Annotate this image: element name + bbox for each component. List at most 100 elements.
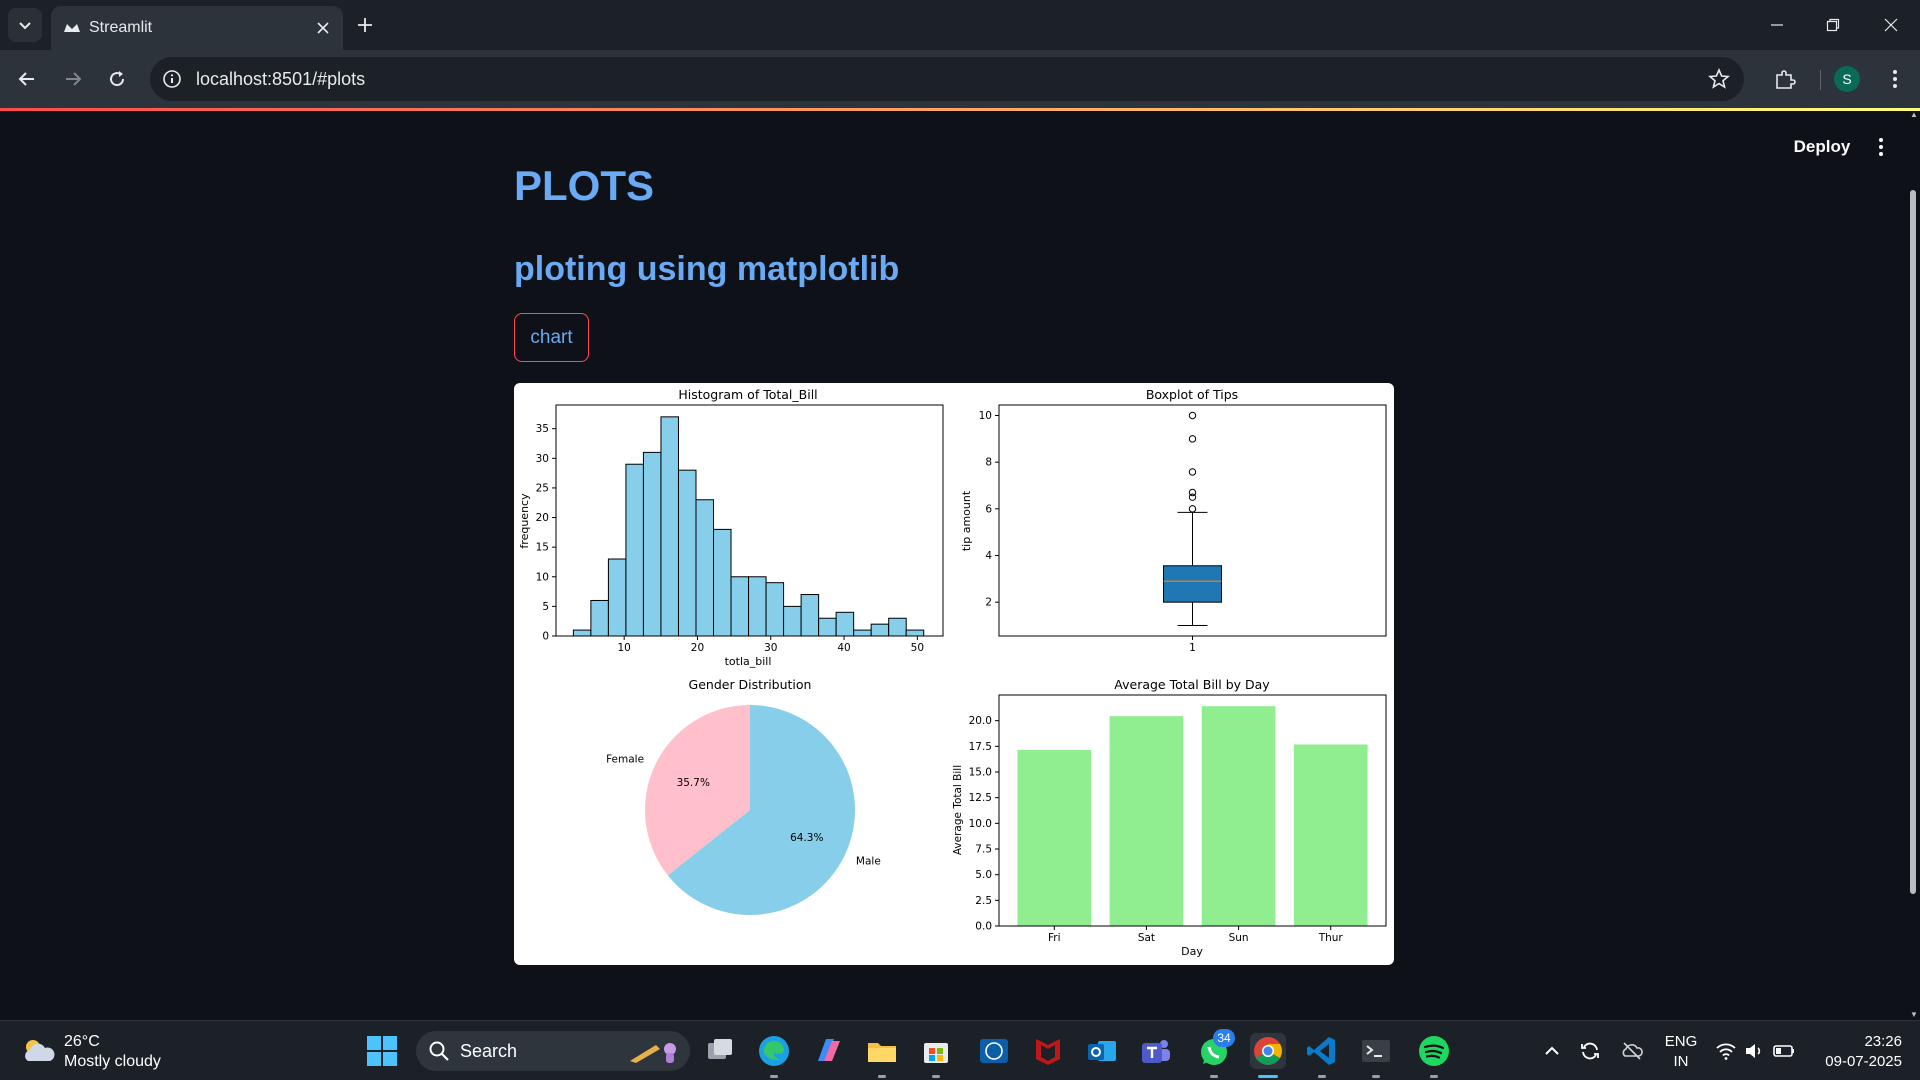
boxplot-outlier xyxy=(1188,493,1197,501)
histogram-bar xyxy=(870,623,890,637)
vscode-icon[interactable] xyxy=(1304,1033,1340,1069)
boxplot-axes xyxy=(998,404,1387,637)
task-view-icon[interactable] xyxy=(702,1033,738,1069)
browser-menu-button[interactable] xyxy=(1880,64,1910,94)
tab-streamlit[interactable]: Streamlit xyxy=(51,6,343,50)
taskbar-search[interactable]: Search xyxy=(416,1031,690,1071)
tab-search-button[interactable] xyxy=(8,8,42,42)
spotify-icon[interactable] xyxy=(1416,1033,1452,1069)
store-running-indicator xyxy=(932,1075,940,1078)
restore-button[interactable] xyxy=(1818,10,1848,40)
pie-percent-label: 64.3% xyxy=(790,832,823,844)
windows-start-icon[interactable] xyxy=(366,1035,398,1067)
daybar-axes xyxy=(998,694,1387,927)
daybar-bar xyxy=(1201,706,1276,926)
histogram-ytick-label: 25 xyxy=(536,482,549,494)
sync-icon[interactable] xyxy=(1578,1039,1602,1063)
chart-button[interactable]: chart xyxy=(514,313,589,362)
toolbar-separator xyxy=(1820,70,1821,90)
mcafee-icon[interactable] xyxy=(1030,1033,1066,1069)
pie-slice xyxy=(667,705,855,916)
whatsapp-notification-badge: 34 xyxy=(1213,1029,1235,1047)
histogram-bar xyxy=(713,528,732,637)
histogram-ytick-label: 20 xyxy=(536,512,549,524)
input-region[interactable]: IN xyxy=(1673,1053,1689,1070)
outlook-icon[interactable] xyxy=(1084,1033,1120,1069)
plus-icon xyxy=(358,18,372,32)
teams-icon[interactable] xyxy=(1138,1033,1174,1069)
histogram-panel: Histogram of Total_Bill totla_bill frequ… xyxy=(518,387,944,668)
url-text[interactable]: localhost:8501/#plots xyxy=(196,69,366,89)
pie-slice-label: Female xyxy=(606,753,644,765)
chevron-up-icon[interactable] xyxy=(1540,1039,1564,1063)
scrollbar-thumb[interactable] xyxy=(1910,190,1916,894)
deploy-button[interactable]: Deploy xyxy=(1793,137,1851,156)
more-vertical-icon xyxy=(1879,138,1883,156)
scroll-down-icon[interactable]: ▼ xyxy=(1910,1010,1918,1019)
edge-running-indicator xyxy=(770,1075,778,1078)
chrome-icon[interactable] xyxy=(1250,1033,1286,1069)
close-window-button[interactable] xyxy=(1876,10,1906,40)
cloudy-weather-icon[interactable] xyxy=(20,1035,56,1067)
histogram-bar xyxy=(818,617,837,637)
restore-icon xyxy=(1826,18,1840,32)
streamlit-decoration-bar xyxy=(0,108,1920,111)
address-bar[interactable]: localhost:8501/#plots xyxy=(150,57,1744,101)
app-main-menu-button[interactable] xyxy=(1866,132,1896,162)
histogram-bar xyxy=(730,576,750,637)
histogram-bar xyxy=(572,629,592,637)
daybar-ytick-label: 20.0 xyxy=(969,715,992,727)
histogram-bar xyxy=(642,451,662,637)
histogram-axes xyxy=(555,404,944,637)
search-icon xyxy=(429,1041,449,1061)
onedrive-offline-icon[interactable] xyxy=(1620,1039,1644,1063)
close-icon xyxy=(1884,18,1898,32)
daybar-ytick-label: 17.5 xyxy=(969,741,992,753)
edge-icon[interactable] xyxy=(756,1033,792,1069)
forward-button[interactable] xyxy=(56,62,90,96)
subheader: ploting using matplotlib xyxy=(514,250,900,288)
histogram-title: Histogram of Total_Bill xyxy=(678,387,817,402)
clock-time[interactable]: 23:26 xyxy=(1864,1033,1902,1050)
daybar-bar xyxy=(1293,744,1368,926)
browser-tab-strip: Streamlit xyxy=(0,0,1920,50)
bookmark-star-icon[interactable] xyxy=(1708,68,1730,90)
terminal-icon[interactable] xyxy=(1358,1033,1394,1069)
histogram-bar xyxy=(905,629,925,637)
pie-percent-label: 35.7% xyxy=(677,777,710,789)
extensions-button[interactable] xyxy=(1768,62,1802,96)
daybar-xtick-label: Thur xyxy=(1318,932,1344,944)
boxplot-title: Boxplot of Tips xyxy=(1146,387,1238,402)
file-explorer-icon[interactable] xyxy=(864,1033,900,1069)
reload-button[interactable] xyxy=(100,62,134,96)
histogram-bar xyxy=(695,499,715,637)
boxplot-xtick-label: 1 xyxy=(1189,642,1196,654)
battery-icon[interactable] xyxy=(1772,1039,1796,1063)
boxplot-box xyxy=(1163,565,1222,603)
input-language[interactable]: ENG xyxy=(1664,1033,1698,1050)
microsoft-store-icon[interactable] xyxy=(918,1033,954,1069)
back-button[interactable] xyxy=(10,62,44,96)
clock-date[interactable]: 09-07-2025 xyxy=(1825,1053,1902,1070)
daybar-ytick-label: 12.5 xyxy=(969,792,992,804)
weather-description[interactable]: Mostly cloudy xyxy=(64,1053,161,1070)
boxplot-outlier xyxy=(1188,505,1197,513)
histogram-bar xyxy=(625,463,644,637)
profile-avatar[interactable]: S xyxy=(1834,66,1860,92)
site-info-icon[interactable] xyxy=(162,69,182,89)
volume-icon[interactable] xyxy=(1742,1039,1766,1063)
weather-temperature[interactable]: 26°C xyxy=(64,1033,100,1050)
close-tab-icon[interactable] xyxy=(313,18,333,38)
scroll-up-icon[interactable]: ▲ xyxy=(1910,110,1918,119)
daybar-bar xyxy=(1109,716,1184,926)
histogram-ytick-label: 35 xyxy=(536,423,549,435)
explorer-running-indicator xyxy=(878,1075,886,1078)
wifi-icon[interactable] xyxy=(1714,1039,1738,1063)
new-tab-button[interactable] xyxy=(352,12,378,38)
boxplot-outlier xyxy=(1188,435,1197,443)
search-highlight-icon xyxy=(630,1043,676,1063)
search-label: Search xyxy=(460,1041,518,1061)
dell-icon[interactable] xyxy=(976,1033,1012,1069)
copilot-icon[interactable] xyxy=(810,1033,846,1069)
minimize-button[interactable] xyxy=(1762,10,1792,40)
